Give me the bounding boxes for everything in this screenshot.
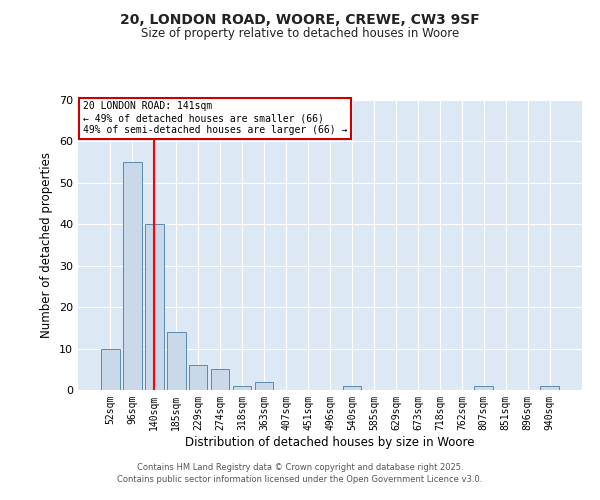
Bar — [123, 162, 142, 390]
Bar — [541, 386, 559, 390]
Bar — [189, 365, 208, 390]
Text: 20 LONDON ROAD: 141sqm
← 49% of detached houses are smaller (66)
49% of semi-det: 20 LONDON ROAD: 141sqm ← 49% of detached… — [83, 102, 347, 134]
Text: Contains HM Land Registry data © Crown copyright and database right 2025.: Contains HM Land Registry data © Crown c… — [137, 464, 463, 472]
Text: 20, LONDON ROAD, WOORE, CREWE, CW3 9SF: 20, LONDON ROAD, WOORE, CREWE, CW3 9SF — [120, 12, 480, 26]
Bar — [475, 386, 493, 390]
Bar — [211, 370, 229, 390]
Bar — [255, 382, 274, 390]
Y-axis label: Number of detached properties: Number of detached properties — [40, 152, 53, 338]
X-axis label: Distribution of detached houses by size in Woore: Distribution of detached houses by size … — [185, 436, 475, 448]
Bar — [343, 386, 361, 390]
Text: Contains public sector information licensed under the Open Government Licence v3: Contains public sector information licen… — [118, 475, 482, 484]
Text: Size of property relative to detached houses in Woore: Size of property relative to detached ho… — [141, 28, 459, 40]
Bar — [167, 332, 185, 390]
Bar — [145, 224, 164, 390]
Bar — [101, 348, 119, 390]
Bar — [233, 386, 251, 390]
